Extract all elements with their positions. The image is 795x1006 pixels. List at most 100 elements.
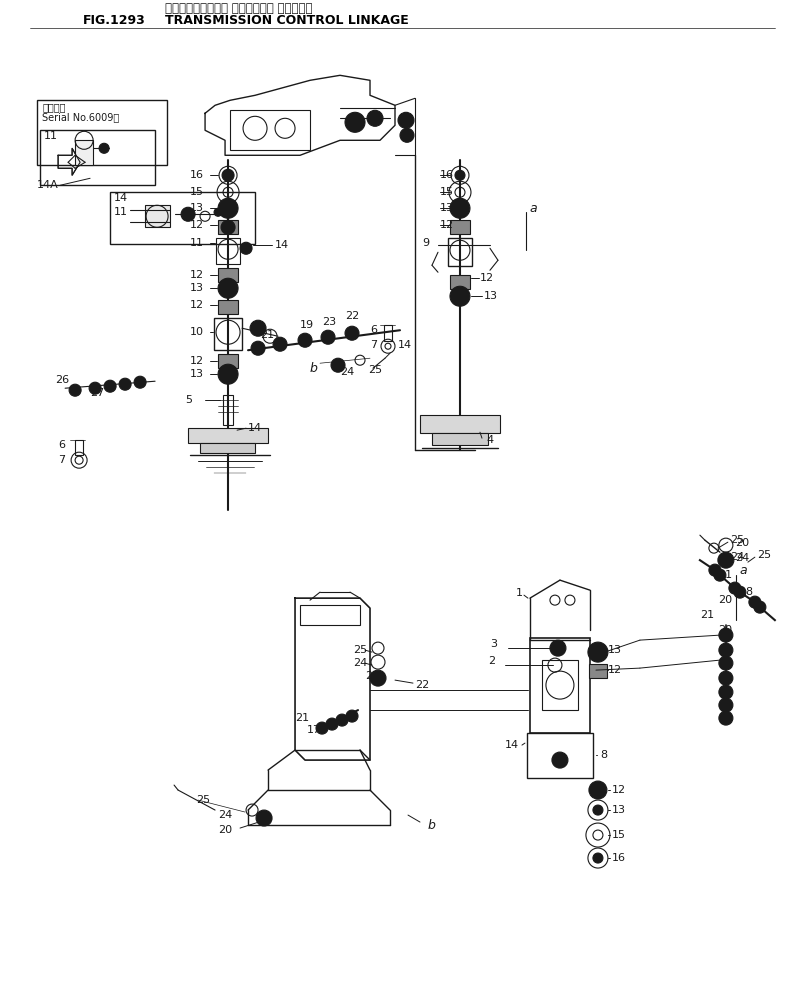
Text: 27: 27 (90, 388, 104, 398)
Bar (218, 300, 238, 314)
Text: 13: 13 (190, 284, 204, 293)
Text: 21: 21 (700, 610, 714, 620)
Bar (223, 395, 233, 426)
Text: 21: 21 (718, 570, 732, 580)
Text: 4: 4 (486, 436, 493, 446)
Text: 7: 7 (370, 340, 377, 350)
Text: 15: 15 (190, 187, 204, 197)
Bar (40, 131, 155, 185)
Text: 15: 15 (612, 830, 626, 840)
Text: 13: 13 (190, 369, 204, 379)
Bar (218, 220, 238, 234)
Text: 25: 25 (757, 550, 771, 560)
Bar (420, 415, 500, 434)
Circle shape (214, 208, 222, 216)
Text: 12: 12 (608, 665, 622, 675)
Text: 11: 11 (44, 132, 58, 141)
Text: 16: 16 (440, 170, 454, 180)
Text: 18: 18 (740, 588, 754, 598)
Bar (214, 318, 242, 350)
Text: 25: 25 (196, 795, 210, 805)
Text: 6: 6 (58, 441, 65, 451)
Bar (110, 192, 255, 244)
Text: 16: 16 (190, 170, 204, 180)
Circle shape (240, 242, 252, 255)
Text: a: a (530, 202, 537, 214)
Text: 3: 3 (490, 639, 497, 649)
Text: 10: 10 (190, 327, 204, 337)
Text: 22: 22 (345, 311, 359, 321)
Circle shape (367, 111, 383, 127)
Circle shape (218, 279, 238, 298)
Text: トランスミッション コントロール リンケージ: トランスミッション コントロール リンケージ (165, 2, 312, 15)
Circle shape (316, 722, 328, 734)
Text: 26: 26 (55, 375, 69, 385)
Text: TRANSMISSION CONTROL LINKAGE: TRANSMISSION CONTROL LINKAGE (165, 14, 409, 27)
Circle shape (298, 333, 312, 347)
Text: 5: 5 (185, 395, 192, 405)
Text: 13: 13 (612, 805, 626, 815)
Circle shape (734, 586, 746, 599)
Text: 23: 23 (322, 317, 336, 327)
Text: b: b (310, 362, 318, 374)
Circle shape (321, 330, 335, 344)
Text: 適用号機: 適用号機 (42, 103, 66, 113)
Circle shape (345, 326, 359, 340)
Text: 21: 21 (295, 713, 309, 723)
Bar (300, 606, 360, 625)
Text: 24: 24 (353, 658, 367, 668)
Circle shape (588, 642, 608, 662)
Bar (450, 276, 470, 290)
Text: 14A: 14A (37, 180, 59, 190)
Circle shape (398, 113, 414, 129)
Circle shape (754, 602, 766, 613)
Text: 17: 17 (307, 725, 321, 735)
Circle shape (593, 853, 603, 863)
Circle shape (326, 718, 338, 730)
Circle shape (455, 170, 465, 180)
Bar (450, 220, 470, 234)
Bar (145, 205, 170, 227)
Circle shape (552, 752, 568, 768)
Text: 12: 12 (190, 300, 204, 310)
Circle shape (223, 203, 233, 213)
Circle shape (749, 597, 761, 609)
Circle shape (134, 376, 146, 388)
Text: 23: 23 (365, 671, 379, 681)
Circle shape (222, 169, 234, 181)
Text: 12: 12 (480, 274, 494, 284)
Bar (542, 660, 578, 710)
Circle shape (729, 582, 741, 595)
Text: 7: 7 (58, 455, 65, 465)
Circle shape (719, 698, 733, 712)
Text: 20: 20 (218, 825, 232, 835)
Text: 9: 9 (422, 238, 429, 248)
Bar (37, 101, 167, 165)
Circle shape (99, 143, 109, 153)
Text: 11: 11 (190, 238, 204, 248)
Text: 20: 20 (718, 625, 732, 635)
Text: 12: 12 (190, 271, 204, 281)
Bar (230, 111, 310, 150)
Bar (589, 664, 607, 678)
Text: a: a (740, 563, 747, 576)
Circle shape (719, 711, 733, 725)
Text: 12: 12 (440, 220, 454, 230)
Circle shape (718, 552, 734, 568)
Text: 13: 13 (608, 645, 622, 655)
Circle shape (593, 805, 603, 815)
Text: 25: 25 (368, 365, 382, 375)
Text: 24: 24 (340, 367, 355, 377)
Text: 13: 13 (190, 203, 204, 213)
Bar (384, 325, 392, 341)
Circle shape (104, 380, 116, 392)
Text: 25: 25 (353, 645, 367, 655)
Circle shape (346, 710, 358, 722)
Text: 14: 14 (114, 193, 128, 203)
Circle shape (273, 337, 287, 351)
Bar (200, 444, 255, 453)
Text: 24: 24 (218, 810, 232, 820)
Circle shape (589, 781, 607, 799)
Text: 20: 20 (735, 538, 749, 548)
Circle shape (719, 628, 733, 642)
